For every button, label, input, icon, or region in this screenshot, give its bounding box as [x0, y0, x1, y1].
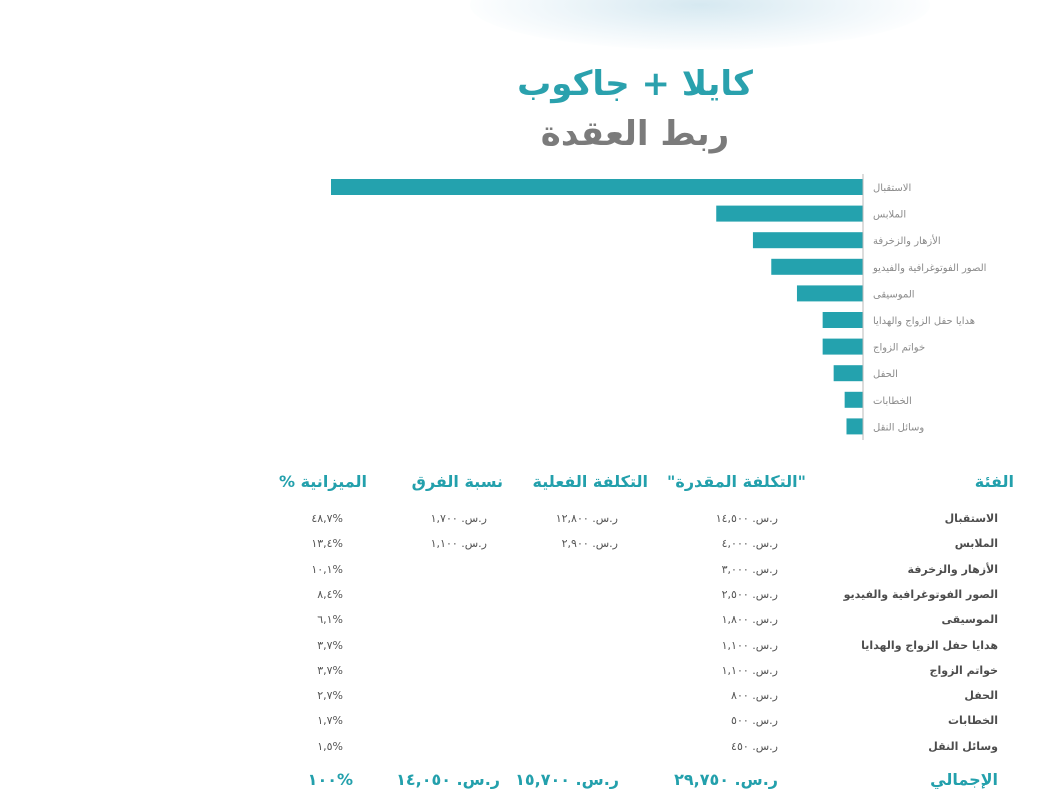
cell-budget-percent: %٦,١	[317, 613, 343, 627]
cell-category: وسائل النقل	[928, 739, 998, 753]
couple-title: كايلا + جاكوب	[517, 64, 753, 104]
cell-category: الصور الفوتوغرافية والفيديو	[843, 587, 998, 601]
cell-budget-percent: %٣,٧	[317, 663, 343, 677]
cell-category: الخطابات	[948, 714, 998, 728]
cell-estimated-cost: ر.س. ٥٠٠	[731, 714, 778, 728]
cell-actual-cost: ر.س. ٢,٩٠٠	[561, 537, 618, 551]
category-tick-label: الأزهار والزخرفة	[873, 234, 941, 247]
cell-estimated-cost: ر.س. ١,٨٠٠	[721, 613, 778, 627]
cell-estimated-cost: ر.س. ١,١٠٠	[721, 638, 778, 652]
table-row: الحفل ر.س. ٨٠٠ %٢,٧	[0, 689, 1038, 709]
cell-budget-percent: %١,٧	[317, 714, 343, 728]
table-row: الأزهار والزخرفة ر.س. ٣,٠٠٠ %١٠,١	[0, 563, 1038, 583]
table-row: هدايا حفل الزواج والهدايا ر.س. ١,١٠٠ %٣,٧	[0, 639, 1038, 659]
total-row: الإجمالي ر.س. ٢٩,٧٥٠ ر.س. ١٥,٧٠٠ ر.س. ١٤…	[0, 770, 1038, 796]
cell-category: الحفل	[964, 689, 998, 703]
category-tick-label: خواتم الزواج	[873, 343, 925, 354]
cell-category: الأزهار والزخرفة	[907, 562, 998, 576]
cell-budget-percent: %١,٥	[317, 739, 343, 753]
cell-category: الموسيقى	[941, 613, 998, 627]
total-estimated: ر.س. ٢٩,٧٥٠	[674, 770, 778, 789]
cell-estimated-cost: ر.س. ٣,٠٠٠	[721, 562, 778, 576]
header-difference: نسبة الفرق	[411, 472, 503, 491]
table-row: وسائل النقل ر.س. ٤٥٠ %١,٥	[0, 740, 1038, 760]
table-row: الاستقبال ر.س. ١٤,٥٠٠ ر.س. ١٢,٨٠٠ ر.س. ١,٧٠…	[0, 512, 1038, 532]
cell-estimated-cost: ر.س. ٨٠٠	[731, 689, 778, 703]
table-row: الملابس ر.س. ٤,٠٠٠ ر.س. ٢,٩٠٠ ر.س. ١,١٠٠ %١٣…	[0, 537, 1038, 557]
category-tick-label: الموسيقى	[873, 289, 915, 300]
cell-category: الملابس	[954, 537, 998, 551]
header-estimated-cost: "التكلفة المقدرة"	[667, 472, 806, 491]
cell-estimated-cost: ر.س. ١٤,٥٠٠	[715, 512, 778, 525]
bar-4	[771, 258, 863, 275]
total-label: الإجمالي	[930, 770, 998, 789]
bar-10	[846, 418, 863, 435]
cell-budget-percent: %١٣,٤	[311, 537, 343, 551]
total-actual: ر.س. ١٥,٧٠٠	[515, 770, 619, 789]
bar-8	[833, 365, 863, 382]
cell-budget-percent: %٨,٤	[317, 587, 343, 601]
cell-actual-cost: ر.س. ١٢,٨٠٠	[555, 512, 618, 525]
category-tick-label: الملابس	[873, 210, 906, 221]
table-row: الصور الفوتوغرافية والفيديو ر.س. ٢,٥٠٠ %٨,…	[0, 588, 1038, 608]
category-tick-label: وسائل النقل	[873, 422, 924, 433]
cell-category: الاستقبال	[944, 512, 998, 525]
header-actual-cost: التكلفة الفعلية	[532, 472, 648, 491]
cell-estimated-cost: ر.س. ٤٥٠	[731, 739, 778, 753]
table-row: خواتم الزواج ر.س. ١,١٠٠ %٣,٧	[0, 664, 1038, 684]
category-tick-label: الخطابات	[873, 396, 912, 407]
cell-budget-percent: %٢,٧	[317, 689, 343, 703]
table-row: الموسيقى ر.س. ١,٨٠٠ %٦,١	[0, 613, 1038, 633]
bar-3	[752, 232, 863, 249]
cell-budget-percent: %٤٨,٧	[311, 512, 343, 525]
category-tick-label: الصور الفوتوغرافية والفيديو	[872, 263, 986, 274]
header-budget-percent: الميزانية %	[278, 472, 367, 491]
cell-budget-percent: %١٠,١	[311, 562, 343, 576]
cell-difference: ر.س. ١,٧٠٠	[430, 512, 487, 525]
cell-category: خواتم الزواج	[929, 663, 998, 677]
bar-5	[796, 285, 863, 302]
category-tick-label: الحفل	[873, 369, 898, 380]
page-title: ربط العقدة	[540, 114, 730, 154]
category-tick-label: هدايا حفل الزواج والهدايا	[873, 316, 975, 327]
cell-estimated-cost: ر.س. ٤,٠٠٠	[721, 537, 778, 551]
cell-budget-percent: %٣,٧	[317, 638, 343, 652]
bar-9	[844, 391, 863, 408]
cell-estimated-cost: ر.س. ٢,٥٠٠	[721, 587, 778, 601]
bar-1	[331, 179, 863, 195]
cell-category: هدايا حفل الزواج والهدايا	[861, 638, 998, 652]
cell-estimated-cost: ر.س. ١,١٠٠	[721, 663, 778, 677]
table-row: الخطابات ر.س. ٥٠٠ %١,٧	[0, 714, 1038, 734]
category-tick-label: الاستقبال	[873, 183, 911, 194]
bar-7	[822, 338, 863, 355]
bar-6	[822, 312, 863, 328]
total-budget-percent: %١٠٠	[307, 770, 353, 789]
cell-difference: ر.س. ١,١٠٠	[430, 537, 487, 551]
header-category: الفئة	[974, 472, 1014, 491]
bar-2	[716, 205, 863, 222]
budget-bar-chart: الاستقبال الملابس الأزهار والزخرفة الصور ال…	[331, 174, 986, 440]
total-difference: ر.س. ١٤,٠٥٠	[396, 770, 500, 789]
